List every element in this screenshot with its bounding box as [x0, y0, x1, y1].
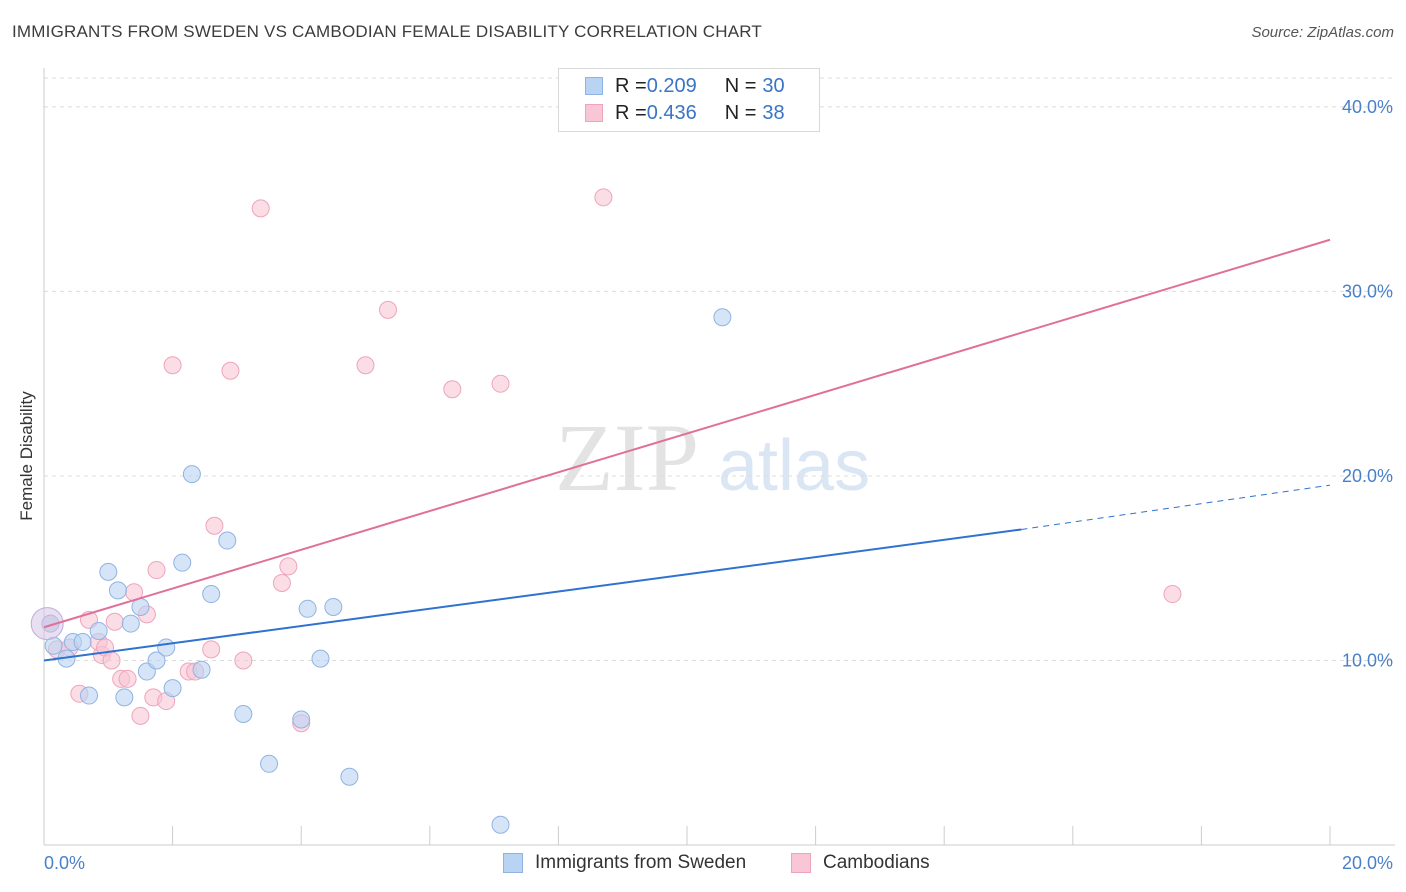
- cambodians-point: [251, 199, 270, 218]
- legend-n-value: 38: [762, 101, 785, 124]
- y-tick-label: 30.0%: [1342, 281, 1393, 301]
- cambodians-point: [594, 188, 613, 207]
- y-tick-label: 40.0%: [1342, 97, 1393, 117]
- trend-lines: [43, 238, 1331, 662]
- legend-swatch-pink: [585, 104, 603, 122]
- sweden-point: [73, 633, 92, 652]
- sweden-point: [234, 704, 253, 723]
- sweden-point: [218, 531, 237, 550]
- source-label: Source: ZipAtlas.com: [1251, 24, 1394, 41]
- tick-labels: 10.0% 20.0% 30.0% 40.0% 0.0% 20.0%: [44, 97, 1393, 873]
- watermark-zip: ZIP: [555, 404, 699, 511]
- x-tick-label: 0.0%: [44, 853, 85, 873]
- sweden-trend-line: [43, 528, 1022, 662]
- cambodians-point: [356, 356, 375, 375]
- y-tick-label: 10.0%: [1342, 650, 1393, 670]
- sweden-point: [260, 754, 279, 773]
- sweden-point: [89, 621, 108, 640]
- sweden-point: [115, 688, 134, 707]
- sweden-point: [147, 651, 166, 670]
- legend-label-cambodians: Cambodians: [823, 852, 930, 873]
- sweden-point: [99, 562, 118, 581]
- sweden-point: [163, 679, 182, 698]
- sweden-point: [192, 660, 211, 679]
- legend-item-cambodians[interactable]: Cambodians: [791, 852, 930, 874]
- cambodians-point: [131, 706, 150, 725]
- legend-swatch-cambodians: [791, 853, 811, 873]
- cambodians-point: [234, 651, 253, 670]
- grid-lines: [44, 77, 1395, 661]
- y-tick-label: 20.0%: [1342, 466, 1393, 486]
- cambodians-point: [105, 612, 124, 631]
- axes: [43, 68, 1395, 846]
- sweden-point: [324, 597, 343, 616]
- legend-n-label: N =: [724, 101, 757, 124]
- legend-r-label: R =: [615, 74, 647, 97]
- cambodians-point: [279, 557, 298, 576]
- sweden-point: [340, 767, 359, 786]
- cambodians-point: [491, 374, 510, 393]
- legend-n-value: 30: [762, 74, 785, 97]
- watermark-atlas: atlas: [718, 426, 870, 506]
- legend-label-sweden: Immigrants from Sweden: [535, 852, 747, 873]
- legend-row-sweden: R = 0.209 N = 30: [585, 73, 785, 99]
- sweden-point: [298, 599, 317, 618]
- cambodians-point: [163, 356, 182, 375]
- chart-title: IMMIGRANTS FROM SWEDEN VS CAMBODIAN FEMA…: [12, 22, 763, 41]
- sweden-trend-extension: [1021, 484, 1331, 530]
- cambodians-point: [443, 380, 462, 399]
- sweden-point: [108, 581, 127, 600]
- sweden-point: [182, 465, 201, 484]
- sweden-point: [173, 553, 192, 572]
- cambodians-point: [205, 516, 224, 535]
- sweden-point: [157, 638, 176, 657]
- cambodians-point: [379, 300, 398, 319]
- legend-r-value: 0.209: [646, 74, 697, 97]
- sweden-point: [491, 815, 510, 834]
- legend-swatch-sweden: [503, 853, 523, 873]
- cambodians-point: [1163, 585, 1182, 604]
- sweden-point: [311, 649, 330, 668]
- stats-legend: R = 0.209 N = 30 R = 0.436 N = 38: [558, 68, 820, 132]
- legend-row-cambodians: R = 0.436 N = 38: [585, 100, 785, 126]
- legend-n-label: N =: [724, 74, 757, 97]
- legend-item-sweden[interactable]: Immigrants from Sweden: [503, 852, 746, 874]
- x-tick-label: 20.0%: [1342, 853, 1393, 873]
- cambodians-point: [147, 561, 166, 580]
- cambodians-point: [102, 651, 121, 670]
- sweden-points: [30, 308, 732, 834]
- cambodians-point: [202, 640, 221, 659]
- sweden-point: [202, 585, 221, 604]
- legend-r-label: R =: [615, 101, 647, 124]
- legend-r-value: 0.436: [646, 101, 697, 124]
- series-legend: Immigrants from Sweden Cambodians: [0, 852, 1406, 878]
- cambodians-point: [221, 361, 240, 380]
- sweden-point: [80, 686, 99, 705]
- cambodians-trend-line: [43, 238, 1331, 629]
- legend-swatch-blue: [585, 77, 603, 95]
- cambodians-point: [272, 573, 291, 592]
- watermark: ZIP atlas: [555, 404, 870, 511]
- cluster-point: [30, 607, 64, 641]
- sweden-point: [121, 614, 140, 633]
- sweden-point: [292, 710, 311, 729]
- sweden-point: [713, 308, 732, 327]
- cambodians-point: [118, 669, 137, 688]
